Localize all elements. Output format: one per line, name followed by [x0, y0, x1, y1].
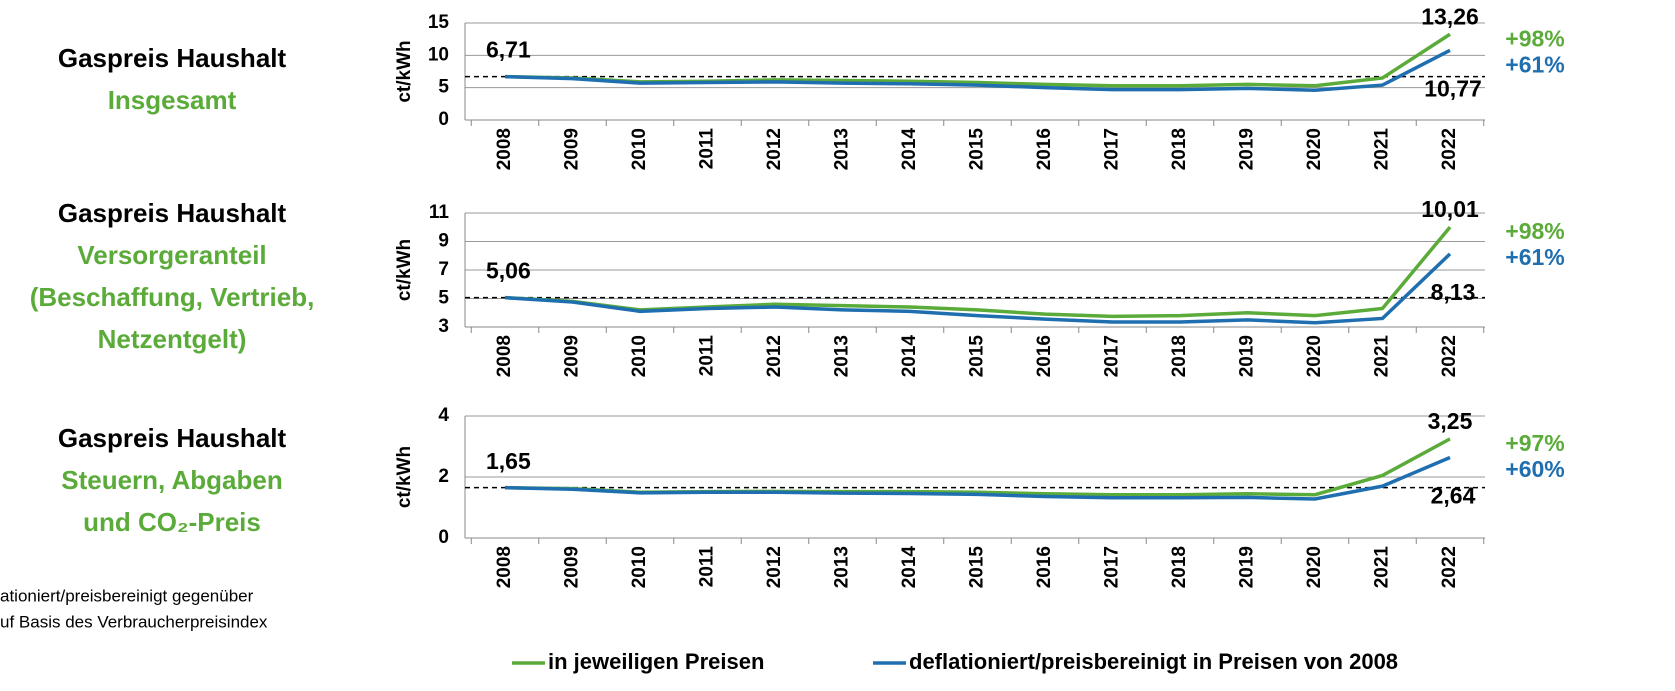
x-tick-label: 2012 — [764, 335, 785, 377]
x-tick-label: 2013 — [832, 128, 853, 170]
x-tick-label: 2016 — [1034, 546, 1055, 588]
y-axis-label: ct/kWh — [394, 446, 415, 508]
x-tick-label: 2014 — [899, 128, 920, 171]
x-tick-label: 2021 — [1372, 546, 1393, 589]
data-label: 13,26 — [1421, 3, 1479, 29]
data-label: 5,06 — [486, 258, 531, 284]
x-tick-label: 2017 — [1102, 128, 1123, 170]
annotation: +98% — [1505, 25, 1564, 51]
panel-title: Gaspreis Haushalt — [58, 198, 287, 228]
series-line — [504, 455, 1451, 501]
x-tick-label: 2009 — [562, 128, 583, 170]
panel-subtitle: (Beschaffung, Vertrieb, — [30, 282, 315, 312]
annotation: +97% — [1505, 430, 1564, 456]
x-tick-label: 2022 — [1439, 128, 1460, 170]
data-label: 10,77 — [1424, 75, 1482, 101]
x-tick-label: 2019 — [1237, 546, 1258, 588]
x-tick-label: 2021 — [1372, 335, 1393, 378]
panel-subtitle: Netzentgelt) — [98, 324, 247, 354]
data-label: 2,64 — [1431, 483, 1476, 509]
y-axis-label: ct/kWh — [394, 40, 415, 102]
x-tick-label: 2010 — [629, 335, 650, 377]
x-tick-label: 2014 — [899, 335, 920, 378]
x-tick-label: 2008 — [494, 128, 515, 170]
x-tick-label: 2017 — [1102, 546, 1123, 588]
x-tick-label: 2019 — [1237, 128, 1258, 170]
series-line — [504, 252, 1452, 325]
x-tick-label: 2009 — [562, 546, 583, 588]
series-line — [504, 225, 1452, 319]
y-tick-label: 4 — [438, 405, 449, 426]
x-tick-label: 2012 — [764, 128, 785, 170]
x-tick-label: 2011 — [697, 128, 718, 170]
x-tick-label: 2013 — [832, 335, 853, 377]
y-tick-label: 9 — [438, 231, 449, 252]
x-tick-label: 2016 — [1034, 128, 1055, 170]
y-tick-label: 0 — [438, 527, 449, 548]
y-tick-label: 10 — [428, 44, 449, 65]
panel-subtitle: und CO₂-Preis — [83, 507, 261, 537]
annotation: +61% — [1505, 244, 1564, 270]
y-tick-label: 11 — [429, 202, 450, 223]
panel-title: Gaspreis Haushalt — [58, 423, 287, 453]
data-label: 3,25 — [1428, 408, 1473, 434]
x-tick-label: 2018 — [1169, 546, 1190, 588]
y-tick-label: 5 — [438, 288, 449, 309]
x-tick-label: 2019 — [1237, 335, 1258, 377]
x-tick-label: 2016 — [1034, 335, 1055, 377]
x-tick-label: 2010 — [629, 128, 650, 170]
x-tick-label: 2020 — [1304, 546, 1325, 588]
footnote: ationiert/preisbereinigt gegenüber — [0, 586, 254, 605]
series-line — [504, 48, 1451, 93]
x-tick-label: 2015 — [967, 128, 988, 171]
x-tick-label: 2012 — [764, 546, 785, 588]
x-tick-label: 2014 — [899, 546, 920, 589]
x-tick-label: 2015 — [967, 546, 988, 589]
panel-title: Gaspreis Haushalt — [58, 43, 287, 73]
x-tick-label: 2020 — [1304, 128, 1325, 170]
series-line — [504, 32, 1451, 88]
y-tick-label: 3 — [438, 316, 449, 337]
x-tick-label: 2011 — [697, 546, 718, 588]
x-tick-label: 2022 — [1439, 335, 1460, 377]
annotation: +60% — [1505, 456, 1564, 482]
x-tick-label: 2021 — [1372, 128, 1393, 171]
x-tick-label: 2009 — [562, 335, 583, 377]
legend-label: in jeweiligen Preisen — [548, 649, 764, 674]
footnote: uf Basis des Verbraucherpreisindex — [0, 612, 268, 631]
x-tick-label: 2008 — [494, 335, 515, 377]
y-tick-label: 2 — [438, 466, 449, 487]
y-tick-label: 7 — [438, 259, 449, 280]
x-tick-label: 2015 — [967, 335, 988, 378]
x-tick-label: 2018 — [1169, 128, 1190, 170]
x-tick-label: 2011 — [697, 335, 718, 377]
data-label: 10,01 — [1421, 196, 1479, 222]
x-tick-label: 2017 — [1102, 335, 1123, 377]
legend-label: deflationiert/preisbereinigt in Preisen … — [909, 649, 1398, 674]
series-line — [504, 437, 1451, 497]
y-tick-label: 5 — [438, 77, 449, 98]
y-axis-label: ct/kWh — [394, 239, 415, 301]
y-tick-label: 0 — [438, 109, 449, 130]
x-tick-label: 2018 — [1169, 335, 1190, 377]
annotation: +61% — [1505, 51, 1564, 77]
data-label: 6,71 — [486, 37, 531, 63]
x-tick-label: 2010 — [629, 546, 650, 588]
panel-subtitle: Insgesamt — [108, 85, 237, 115]
x-tick-label: 2020 — [1304, 335, 1325, 377]
x-tick-label: 2022 — [1439, 546, 1460, 588]
data-label: 8,13 — [1431, 279, 1476, 305]
y-tick-label: 15 — [428, 12, 450, 33]
x-tick-label: 2013 — [832, 546, 853, 588]
annotation: +98% — [1505, 218, 1564, 244]
panel-subtitle: Steuern, Abgaben — [61, 465, 283, 495]
panel-subtitle: Versorgeranteil — [77, 240, 266, 270]
data-label: 1,65 — [486, 448, 531, 474]
x-tick-label: 2008 — [494, 546, 515, 588]
